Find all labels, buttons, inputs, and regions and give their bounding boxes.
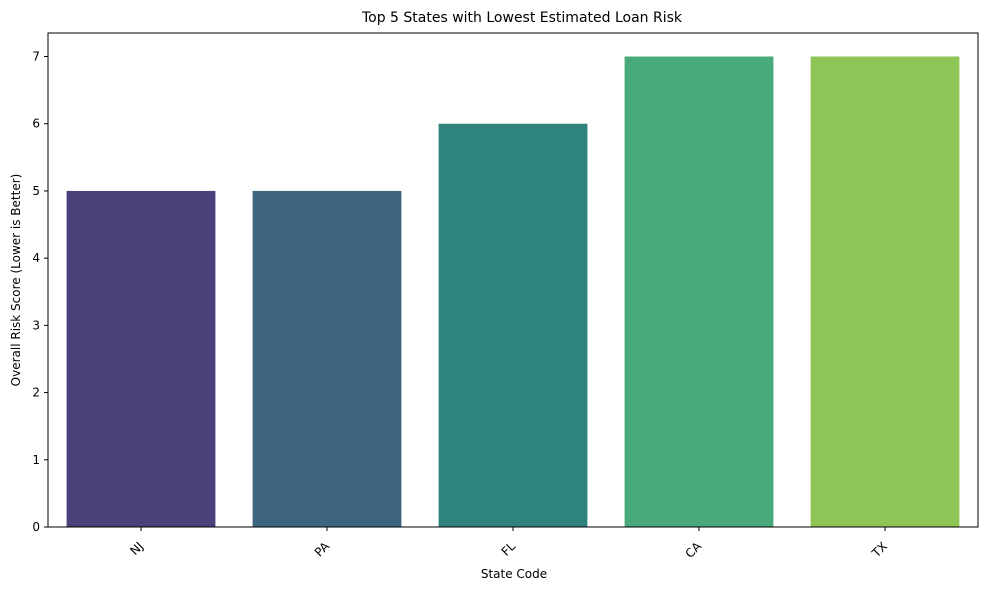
y-tick-label: 3 (32, 318, 40, 332)
y-tick-label: 6 (32, 117, 40, 131)
bar-fl (438, 123, 588, 528)
bar-tx (810, 56, 960, 528)
chart-title: Top 5 States with Lowest Estimated Loan … (361, 10, 683, 26)
y-tick-label: 4 (32, 251, 40, 265)
bar-pa (252, 190, 402, 528)
bar-nj (66, 190, 216, 528)
y-axis-label: Overall Risk Score (Lower is Better) (9, 174, 23, 387)
y-tick-label: 0 (32, 520, 40, 534)
y-tick-label: 7 (32, 50, 40, 64)
bars-group (66, 56, 960, 528)
bar-ca (624, 56, 774, 528)
plot-frame (47, 32, 979, 528)
y-tick-label: 2 (32, 386, 40, 400)
y-tick-label: 5 (32, 184, 40, 198)
y-axis-ticks: 0 1 2 3 4 5 6 7 (32, 50, 48, 534)
x-axis-label: State Code (481, 567, 547, 581)
y-tick-label: 1 (32, 453, 40, 467)
